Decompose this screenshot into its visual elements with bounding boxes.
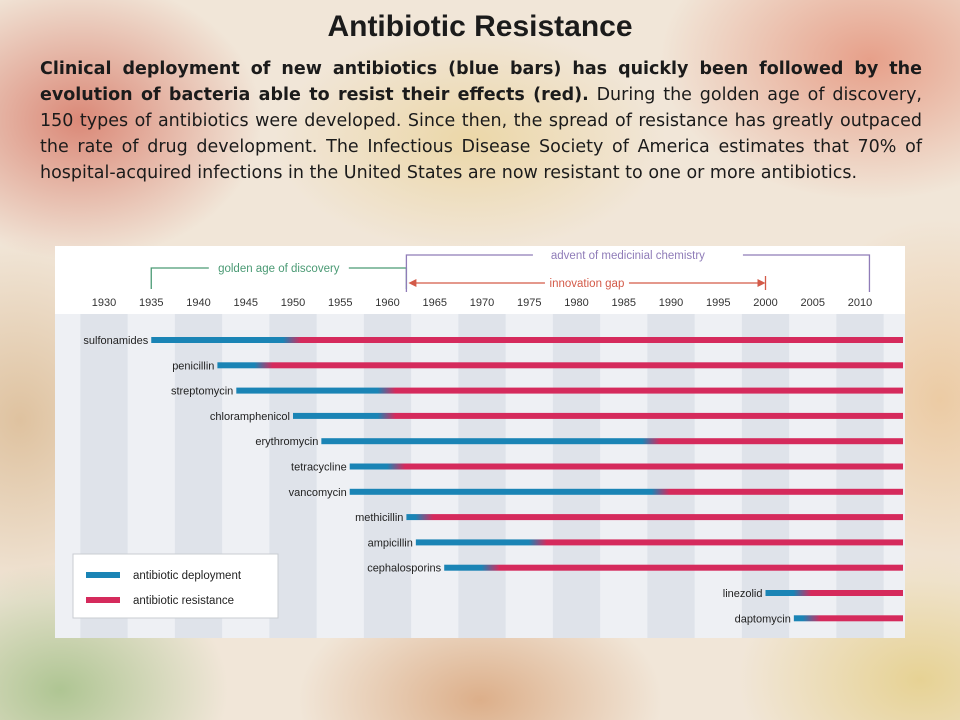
description-rest: During the golden age of discovery, 150 …: [40, 85, 922, 183]
x-tick-label: 2005: [801, 297, 825, 309]
drug-label: tetracycline: [291, 462, 347, 474]
antibiotic-bar: [406, 514, 903, 521]
golden-age-label: golden age of discovery: [218, 263, 340, 275]
drug-label: linezolid: [723, 588, 763, 600]
innovation-gap-label-bg: [544, 275, 629, 290]
antibiotic-bar: [349, 463, 903, 470]
legend-swatch-deployment: [86, 572, 120, 578]
antibiotic-bar: [151, 337, 903, 343]
innovation-gap-arrow-left: [408, 279, 417, 287]
drug-label: erythromycin: [255, 436, 318, 448]
medicinal-chemistry-label-bg: [532, 249, 743, 262]
description-bold: Clinical deployment of new antibiotics (…: [40, 59, 922, 105]
x-tick-label: 1980: [564, 297, 588, 309]
x-tick-label: 1990: [659, 297, 683, 309]
innovation-gap-label: innovation gap: [550, 278, 625, 290]
x-tick-label: 1955: [328, 297, 352, 309]
x-tick-label: 1965: [423, 297, 447, 309]
drug-label: vancomycin: [289, 487, 347, 499]
x-tick-label: 2000: [753, 297, 777, 309]
antibiotic-bar: [293, 412, 903, 419]
drug-label: streptomycin: [171, 386, 233, 398]
x-tick-label: 1940: [186, 297, 210, 309]
antibiotic-bar: [765, 590, 903, 596]
drug-label: methicillin: [355, 512, 403, 524]
drug-label: ampicillin: [368, 537, 413, 549]
x-tick-label: 2010: [848, 297, 872, 309]
drug-label: daptomycin: [735, 613, 791, 625]
x-tick-label: 1975: [517, 297, 541, 309]
x-tick-label: 1970: [470, 297, 494, 309]
antibiotic-bar: [415, 539, 903, 546]
chart-svg: 1930 1935 1940 1945 1950 1955 1960 1965 1970 1975…: [55, 249, 905, 638]
x-tick-label: 1935: [139, 297, 163, 309]
golden-age-label-bg: [208, 262, 349, 275]
x-tick-label: 1945: [234, 297, 258, 309]
drug-label: cephalosporins: [367, 563, 441, 575]
legend-swatch-resistance: [86, 597, 120, 603]
antibiotic-bar: [236, 387, 904, 394]
medicinal-chemistry-label: advent of medicinial chemistry: [551, 250, 705, 262]
x-tick-label: 1995: [706, 297, 730, 309]
x-tick-label: 1950: [281, 297, 305, 309]
x-tick-label: 1930: [92, 297, 116, 309]
antibiotic-bar: [444, 564, 903, 571]
drug-label: penicillin: [172, 360, 214, 372]
antibiotic-bar: [321, 438, 904, 445]
resistance-timeline-chart: 1930 1935 1940 1945 1950 1955 1960 1965 1970 1975…: [55, 246, 905, 638]
legend-label-deployment: antibiotic deployment: [133, 570, 242, 582]
antibiotic-bar: [349, 488, 903, 495]
legend-box: [72, 553, 279, 619]
antibiotic-bar: [217, 362, 903, 369]
innovation-gap-arrow-right: [757, 279, 766, 287]
x-tick-label: 1960: [375, 297, 399, 309]
antibiotic-bar: [793, 615, 903, 622]
slide-description: Clinical deployment of new antibiotics (…: [40, 56, 922, 186]
legend-label-resistance: antibiotic resistance: [133, 595, 234, 607]
slide-title: Antibiotic Resistance: [327, 10, 633, 43]
drug-label: sulfonamides: [83, 335, 148, 347]
drug-label: chloramphenicol: [210, 411, 290, 423]
x-tick-label: 1985: [612, 297, 636, 309]
